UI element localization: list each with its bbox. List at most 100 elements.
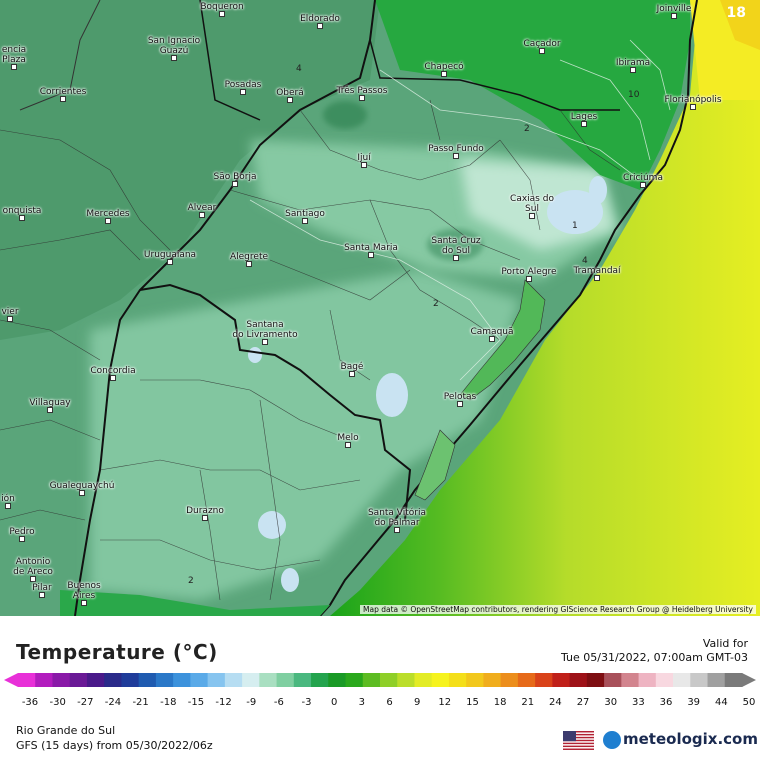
colorbar-tick-label: -12 bbox=[215, 697, 232, 708]
colorbar-segment bbox=[535, 673, 553, 687]
colorbar-tick-label: 30 bbox=[604, 697, 618, 708]
cold-spot-livramento bbox=[248, 347, 262, 363]
colorbar-segment bbox=[104, 673, 122, 687]
colorbar-tick-label: 18 bbox=[493, 697, 507, 708]
city-label: Mercedes bbox=[86, 209, 130, 219]
isoline-label: 2 bbox=[524, 124, 530, 134]
colorbar-tick-label: -9 bbox=[246, 697, 257, 708]
northeast-green bbox=[375, 0, 690, 190]
city-marker bbox=[394, 527, 400, 533]
city-label: Florianópolis bbox=[664, 95, 722, 105]
colorbar-segment bbox=[276, 673, 295, 687]
colorbar-segment bbox=[121, 673, 140, 687]
city-label: Corrientes bbox=[39, 87, 87, 97]
city-marker bbox=[110, 375, 116, 381]
isoline-label: 1 bbox=[572, 221, 578, 231]
colorbar-segment bbox=[155, 673, 174, 687]
city-label: Posadas bbox=[224, 80, 262, 90]
city-label: Eldorado bbox=[300, 14, 340, 24]
city-marker bbox=[640, 182, 646, 188]
timestep-indicator: 18 bbox=[726, 5, 746, 21]
isoline-label: 10 bbox=[628, 90, 640, 100]
city-marker bbox=[5, 503, 11, 509]
colorbar-tick-label: -18 bbox=[160, 697, 177, 708]
border-paraguay bbox=[199, 0, 261, 121]
city-marker bbox=[317, 23, 323, 29]
colorbar-segment bbox=[259, 673, 278, 687]
rio-de-la-plata bbox=[60, 590, 330, 616]
colorbar-segment bbox=[517, 673, 536, 687]
chart-title: Temperature (°C) bbox=[16, 640, 218, 664]
city-label: Oberá bbox=[276, 88, 304, 98]
colorbar-segment bbox=[345, 673, 364, 687]
colorbar-segment bbox=[621, 673, 640, 687]
colorbar-segment bbox=[655, 673, 674, 687]
colorbar-segment bbox=[604, 673, 622, 687]
city-marker bbox=[232, 181, 238, 187]
colorbar-max-arrow bbox=[742, 673, 756, 687]
south-pale-region bbox=[90, 270, 520, 600]
temperature-colorbar bbox=[4, 673, 756, 687]
brand-logo[interactable]: meteologix.com bbox=[623, 730, 758, 748]
city-marker bbox=[167, 259, 173, 265]
city-marker bbox=[246, 261, 252, 267]
city-label: Durazno bbox=[186, 506, 224, 516]
colorbar-tick-label: 12 bbox=[438, 697, 452, 708]
admin-boundaries bbox=[0, 99, 621, 601]
isoline-label: 2 bbox=[188, 576, 194, 586]
isotherms bbox=[249, 39, 671, 381]
colorbar-tick-label: 15 bbox=[466, 697, 479, 708]
city-marker bbox=[529, 213, 535, 219]
colorbar-segment bbox=[638, 673, 657, 687]
colorbar-segment bbox=[586, 673, 605, 687]
city-label: Buenos Aires bbox=[67, 581, 101, 601]
colorbar-segment bbox=[466, 673, 484, 687]
colorbar-tick-label: -15 bbox=[187, 697, 205, 708]
us-flag-icon[interactable] bbox=[563, 731, 594, 750]
colorbar-tick-label: -3 bbox=[301, 697, 312, 708]
city-marker bbox=[60, 96, 66, 102]
valid-time: Tue 05/31/2022, 07:00am GMT-03 bbox=[560, 651, 748, 664]
city-marker bbox=[39, 592, 45, 598]
city-marker bbox=[453, 255, 459, 261]
cold-spot-south bbox=[281, 568, 299, 592]
colorbar-tick-label: -24 bbox=[104, 697, 122, 708]
colorbar-tick-label: 27 bbox=[576, 697, 590, 708]
colorbar-segment bbox=[380, 673, 398, 687]
city-label: Alvear bbox=[187, 203, 217, 213]
city-label: Antonio de Areco bbox=[13, 557, 53, 577]
colorbar-segment bbox=[52, 673, 71, 687]
isoline-label: 4 bbox=[296, 64, 302, 74]
city-marker bbox=[630, 67, 636, 73]
city-marker bbox=[81, 600, 87, 606]
lagoa-dos-patos bbox=[459, 279, 546, 401]
colorbar-tick-label: 21 bbox=[521, 697, 535, 708]
border-argentina bbox=[74, 0, 376, 616]
colorbar-segment bbox=[86, 673, 105, 687]
city-label: Gualeguaychú bbox=[49, 481, 115, 491]
city-label: Porto Alegre bbox=[501, 267, 557, 277]
colorbar-tick-label: 50 bbox=[742, 697, 756, 708]
colorbar-tick-label: 6 bbox=[386, 697, 393, 708]
city-marker bbox=[202, 515, 208, 521]
border-province bbox=[19, 0, 101, 111]
colorbar-tick-label: 33 bbox=[632, 697, 645, 708]
map-attribution: Map data © OpenStreetMap contributors, r… bbox=[360, 605, 756, 614]
colorbar-tick-label: -27 bbox=[77, 697, 94, 708]
city-marker bbox=[199, 212, 205, 218]
colorbar-min-arrow bbox=[4, 673, 18, 687]
colorbar-tick-label: -21 bbox=[132, 697, 149, 708]
colorbar-segment bbox=[431, 673, 450, 687]
city-label: Caxias do Sul bbox=[510, 194, 554, 214]
colorbar-segment bbox=[293, 673, 312, 687]
city-marker bbox=[19, 536, 25, 542]
temperature-map[interactable]: Boqueron Eldorado Joinville San Ignacio Guaz… bbox=[0, 0, 760, 616]
city-label: Bagé bbox=[340, 362, 364, 372]
city-marker bbox=[359, 95, 365, 101]
colorbar-segment bbox=[552, 673, 571, 687]
city-label: Pedro bbox=[9, 527, 35, 537]
colorbar-segment bbox=[173, 673, 191, 687]
colorbar-segment bbox=[673, 673, 691, 687]
colorbar-segment bbox=[69, 673, 88, 687]
colorbar-tick-label: 39 bbox=[687, 697, 701, 708]
